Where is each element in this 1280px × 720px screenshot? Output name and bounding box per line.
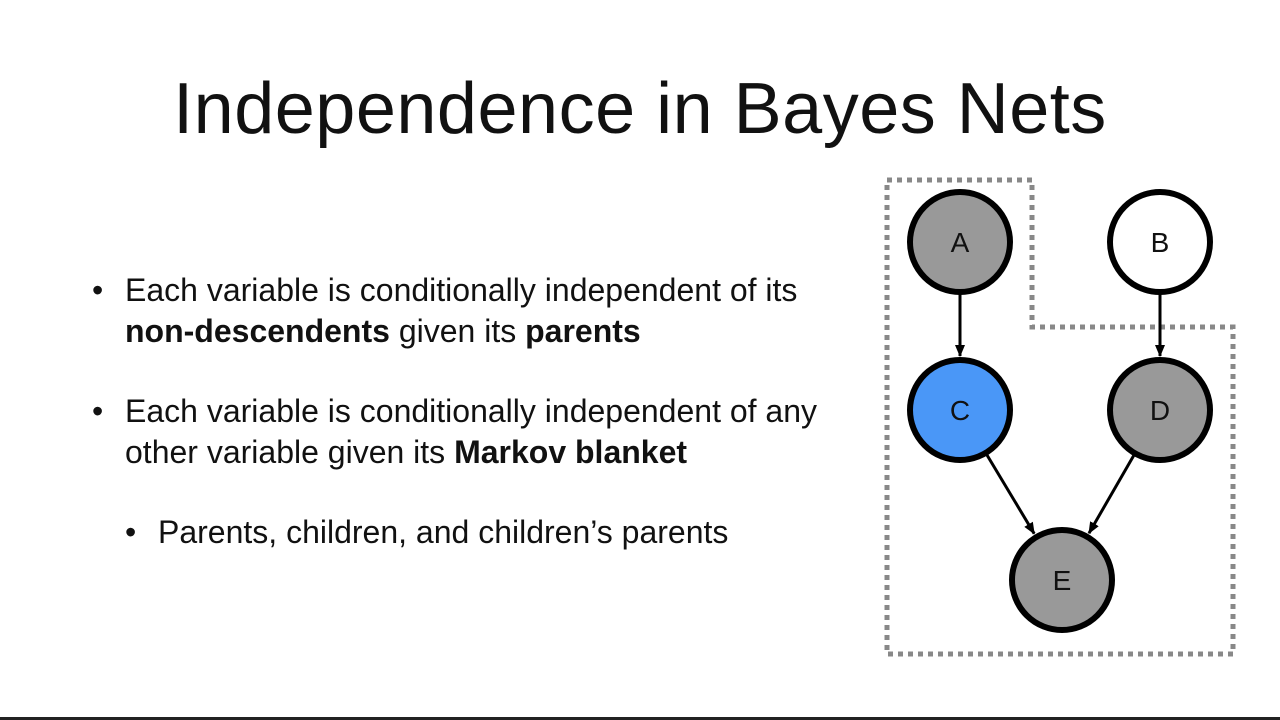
node-circle <box>1107 189 1213 295</box>
node-label: E <box>1053 565 1072 596</box>
node-label: A <box>951 227 970 258</box>
node-c: C <box>907 357 1013 463</box>
node-e: E <box>1009 527 1115 633</box>
sub-bullet-item: • Parents, children, and children’s pare… <box>125 512 852 553</box>
node-label: C <box>950 395 970 426</box>
slide-title: Independence in Bayes Nets <box>173 69 1107 149</box>
bullet-item: • Each variable is conditionally indepen… <box>92 270 852 352</box>
node-b: B <box>1107 189 1213 295</box>
bottom-rule <box>0 717 1280 720</box>
bullet-dot-icon: • <box>125 514 137 550</box>
nodes-layer: A B C D E <box>907 189 1213 633</box>
node-circle <box>1107 357 1213 463</box>
bullet-text-bold: parents <box>525 313 641 349</box>
bullet-text-bold: non-descendents <box>125 313 390 349</box>
node-a: A <box>907 189 1013 295</box>
node-label: D <box>1150 395 1170 426</box>
bullet-text-part: given its <box>389 313 526 349</box>
edge-d-e <box>1087 454 1136 535</box>
bullet-item: • Each variable is conditionally indepen… <box>92 391 852 473</box>
bullet-dot-icon: • <box>92 272 104 308</box>
markov-blanket-boundary <box>884 177 1236 657</box>
bullet-list: • Each variable is conditionally indepen… <box>92 270 852 592</box>
bullet-text-part: Each variable is conditionally independe… <box>125 393 818 470</box>
bullet-text-bold: Markov blanket <box>454 434 688 470</box>
node-d: D <box>1107 357 1213 463</box>
node-circle <box>907 357 1013 463</box>
bullet-dot-icon: • <box>92 393 104 429</box>
node-circle <box>907 189 1013 295</box>
sub-bullet-text: Parents, children, and children’s parent… <box>158 514 729 550</box>
node-label: B <box>1151 227 1170 258</box>
bullet-text-part: Each variable is conditionally independe… <box>125 272 798 308</box>
node-circle <box>1009 527 1115 633</box>
edges-layer <box>955 294 1165 535</box>
edge-c-e <box>985 453 1036 535</box>
